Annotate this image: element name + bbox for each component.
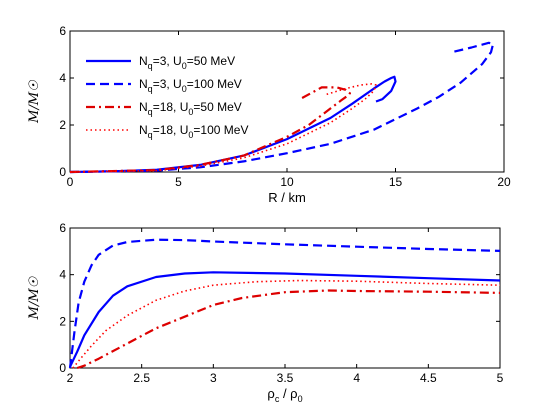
plot-frame-top (69, 30, 505, 173)
legend-entry: Nq=3, U0=100 MeV (139, 77, 242, 94)
legend-entry: Nq=3, U0=50 MeV (139, 54, 235, 71)
y-axis-label-bottom: M/M☉ (27, 275, 42, 320)
x-tick-label: 2.5 (133, 371, 150, 385)
x-tick-label: 4.5 (420, 371, 437, 385)
x-axis-label-top: R / km (268, 190, 306, 205)
plot-frame-bottom (69, 227, 501, 369)
series-line (69, 86, 351, 174)
y-tick-label: 2 (59, 314, 66, 328)
series-line (69, 83, 377, 173)
x-tick-label: 15 (389, 175, 403, 189)
y-tick-label: 4 (59, 71, 66, 85)
y-axis-label-top: M/M☉ (27, 79, 42, 124)
y-tick-label: 6 (59, 24, 66, 38)
series-bottom (68, 238, 501, 370)
x-tick-label: 0 (67, 175, 74, 189)
x-tick-label: 4 (353, 371, 360, 385)
series-line (72, 279, 501, 369)
x-tick-label: 3 (210, 371, 217, 385)
mass-radius-plot: 0 5 10 15 20 0 2 4 6 Nq=3, U0=50 MeV Nq=3, U0=100… (27, 24, 511, 205)
x-tick-label: 5 (175, 175, 182, 189)
x-tick-label: 20 (497, 175, 511, 189)
y-tick-label: 4 (59, 268, 66, 282)
x-tick-label: 10 (280, 175, 294, 189)
y-tick-label: 2 (59, 118, 66, 132)
series-line (69, 41, 495, 174)
legend-entry: Nq=18, U0=100 MeV (139, 123, 248, 140)
series-line (69, 271, 501, 368)
x-tick-label: 5 (497, 371, 504, 385)
x-tick-label: 2 (67, 371, 74, 385)
legend: Nq=3, U0=50 MeV Nq=3, U0=100 MeV Nq=18, U0… (86, 54, 248, 140)
x-tick-label: 3.5 (277, 371, 294, 385)
legend-entry: Nq=18, U0=50 MeV (139, 100, 242, 117)
series-top (69, 41, 495, 174)
series-line (76, 289, 501, 370)
y-tick-label: 0 (59, 361, 66, 375)
x-axis-label-bottom: ρc / ρ0 (267, 386, 302, 404)
y-tick-label: 0 (59, 165, 66, 179)
ticks-top: 0 5 10 15 20 0 2 4 6 (59, 24, 511, 189)
y-tick-label: 6 (59, 221, 66, 235)
series-line (68, 238, 501, 369)
